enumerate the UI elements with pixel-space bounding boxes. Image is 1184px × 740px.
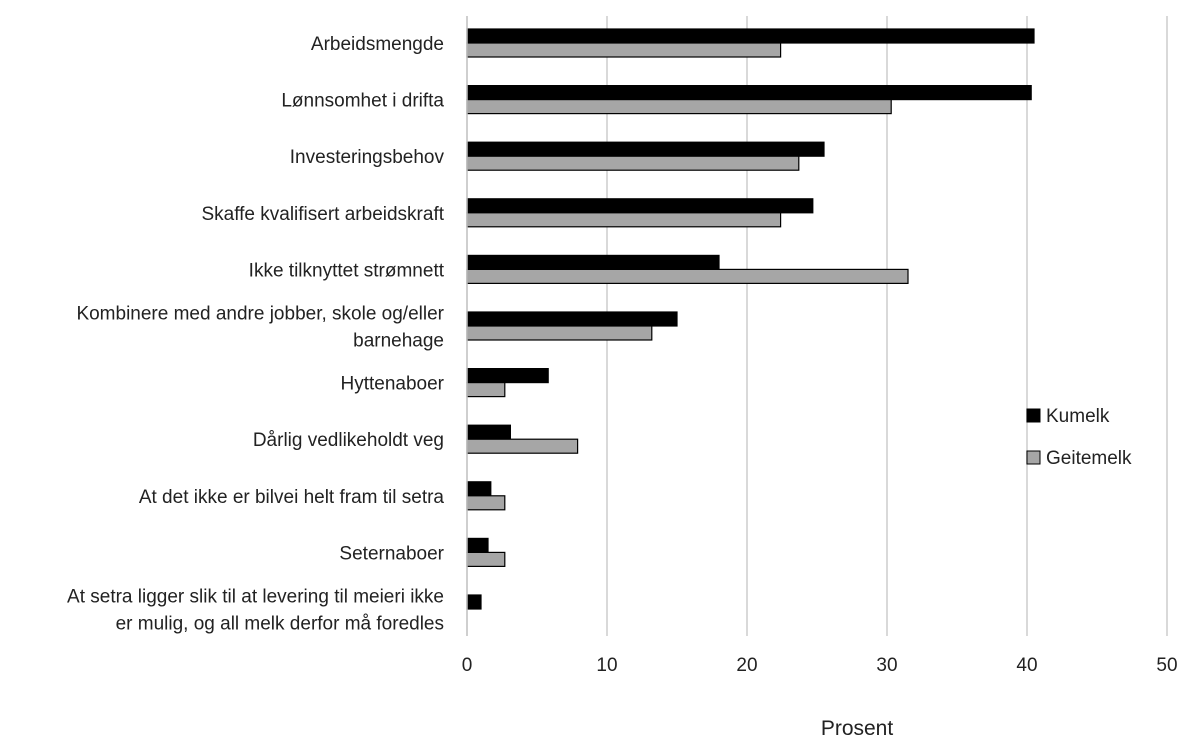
x-tick-label-3: 30 [876,655,897,676]
legend-label-kumelk: Kumelk [1046,406,1110,427]
category-label-3: Skaffe kvalifisert arbeidskraft [201,204,444,225]
x-tick-label-2: 20 [736,655,757,676]
category-label-0: Arbeidsmengde [311,34,444,55]
bar-geitemelk-8 [466,495,506,511]
x-tick-labels: 0 10 20 30 40 50 [462,655,1178,676]
bar-geitemelk-0 [466,42,782,58]
bar-geitemelk-3 [466,212,782,228]
category-label-5: Kombinere med andre jobber, skole og/ell… [76,304,444,352]
category-label-4: Ikke tilknyttet strømnett [249,260,445,281]
x-tick-label-1: 10 [596,655,617,676]
legend-label-geitemelk: Geitemelk [1046,448,1132,469]
bar-geitemelk-5 [466,325,653,341]
bar-kumelk-1 [466,84,1032,101]
category-label-1: Lønnsomhet i drifta [281,91,444,112]
bar-geitemelk-7 [466,438,579,454]
x-tick-label-0: 0 [462,655,473,676]
bar-geitemelk-4 [466,268,909,284]
bars [466,28,1035,610]
category-label-10: At setra ligger slik til at levering til… [67,587,444,635]
legend-swatch-kumelk [1026,408,1041,423]
legend-swatch-geitemelk [1026,450,1041,465]
bar-geitemelk-2 [466,155,800,171]
category-label-6: Hyttenaboer [340,374,444,395]
bar-kumelk-6 [466,368,549,384]
bar-kumelk-3 [466,198,814,214]
x-tick-label-5: 50 [1156,655,1177,676]
bar-kumelk-5 [466,311,678,327]
bar-kumelk-10 [466,594,482,610]
x-tick-label-4: 40 [1016,655,1037,676]
bar-geitemelk-6 [466,382,506,398]
category-label-2: Investeringsbehov [290,147,445,168]
bar-kumelk-0 [466,28,1035,44]
bar-kumelk-2 [466,141,825,157]
bar-geitemelk-9 [466,551,506,568]
category-label-7: Dårlig vedlikeholdt veg [253,430,444,451]
category-label-9: Seternaboer [339,543,444,564]
x-axis-title: Prosent [821,717,894,740]
gridlines [606,16,1168,636]
bar-kumelk-9 [466,537,489,554]
bar-kumelk-7 [466,424,512,440]
bar-geitemelk-1 [466,98,892,115]
bar-kumelk-8 [466,481,492,497]
category-label-8: At det ikke er bilvei helt fram til setr… [139,487,445,508]
legend: Kumelk Geitemelk [1026,406,1132,469]
category-labels: Arbeidsmengde Lønnsomhet i drifta Invester… [67,34,445,635]
bar-kumelk-4 [466,254,720,270]
